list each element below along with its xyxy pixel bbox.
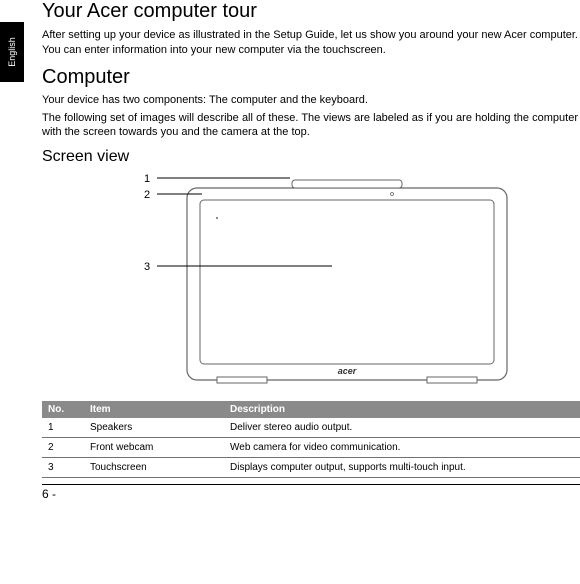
language-tab: English	[0, 22, 24, 82]
language-label: English	[7, 37, 17, 67]
svg-text:acer: acer	[338, 366, 357, 376]
table-row: 3TouchscreenDisplays computer output, su…	[42, 458, 580, 478]
table-cell: Touchscreen	[84, 458, 224, 478]
table-cell: 3	[42, 458, 84, 478]
heading-screen-view: Screen view	[42, 148, 580, 166]
heading-computer: Computer	[42, 66, 580, 89]
page-content: Your Acer computer tour After setting up…	[42, 0, 580, 501]
svg-text:1: 1	[144, 173, 150, 185]
table-cell: Front webcam	[84, 438, 224, 458]
table-row: 1SpeakersDeliver stereo audio output.	[42, 418, 580, 438]
table-cell: Deliver stereo audio output.	[224, 418, 580, 438]
table-cell: 1	[42, 418, 84, 438]
table-row: 2Front webcamWeb camera for video commun…	[42, 438, 580, 458]
device-illustration: acer 1 2 3	[102, 170, 522, 388]
parts-table: No.ItemDescription 1SpeakersDeliver ster…	[42, 401, 580, 478]
table-header: Item	[84, 401, 224, 418]
page-number: 6 -	[42, 487, 56, 501]
svg-text:3: 3	[144, 261, 150, 273]
page-title: Your Acer computer tour	[42, 0, 580, 23]
svg-text:2: 2	[144, 189, 150, 201]
computer-p2: The following set of images will describ…	[42, 111, 580, 141]
table-header: No.	[42, 401, 84, 418]
computer-p1: Your device has two components: The comp…	[42, 93, 580, 108]
table-header: Description	[224, 401, 580, 418]
intro-paragraph: After setting up your device as illustra…	[42, 28, 580, 58]
screen-view-diagram: acer 1 2 3	[102, 170, 522, 393]
table-cell: Web camera for video communication.	[224, 438, 580, 458]
table-cell: 2	[42, 438, 84, 458]
table-cell: Speakers	[84, 418, 224, 438]
page-footer: 6 -	[42, 484, 580, 501]
table-cell: Displays computer output, supports multi…	[224, 458, 580, 478]
